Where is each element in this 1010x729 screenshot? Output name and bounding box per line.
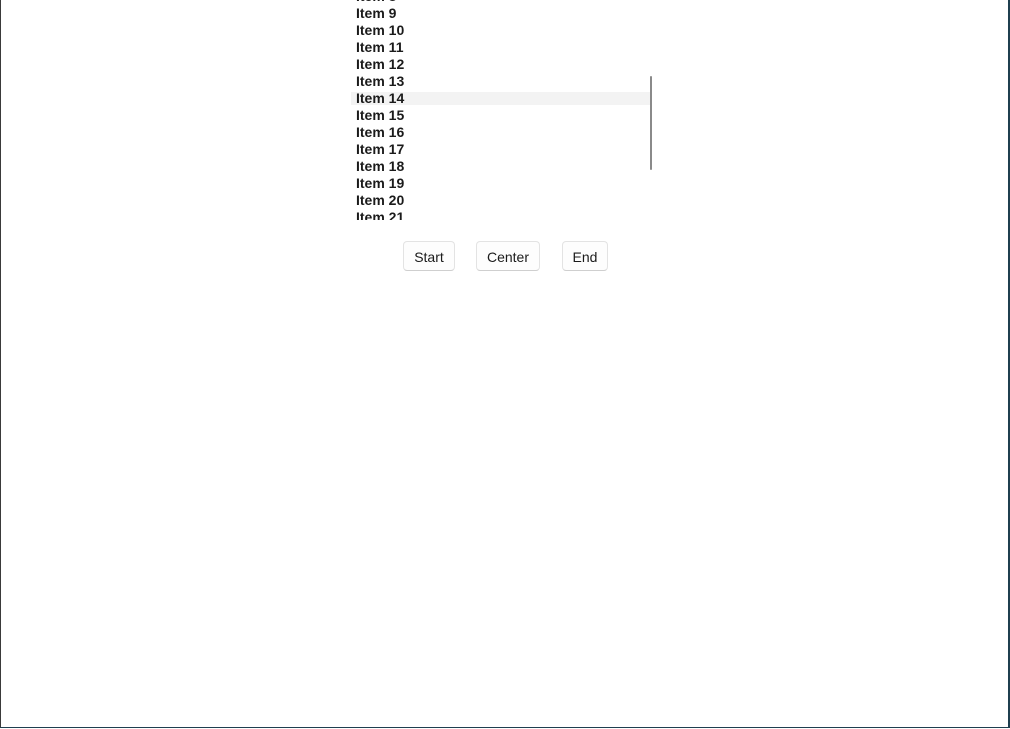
list-item[interactable]: Item 17 xyxy=(356,140,405,157)
list-item[interactable]: Item 11 xyxy=(356,38,404,55)
list-item[interactable]: Item 13 xyxy=(356,72,405,89)
button[interactable]: Center xyxy=(476,241,540,271)
list-item[interactable]: Item 19 xyxy=(356,174,405,191)
list-item[interactable]: Item 15 xyxy=(356,106,405,123)
list-item[interactable]: Item 20 xyxy=(356,191,405,208)
button[interactable]: Start xyxy=(403,241,455,271)
list-item[interactable]: Item 16 xyxy=(356,123,405,140)
scrollbar[interactable] xyxy=(650,76,652,170)
button[interactable]: End xyxy=(562,241,608,271)
list-item[interactable]: Item 10 xyxy=(356,21,405,38)
list-item[interactable]: Item 14 xyxy=(351,91,651,105)
list-item[interactable]: Item 18 xyxy=(356,157,405,174)
list-item[interactable]: Item 21 xyxy=(356,208,405,221)
list-item[interactable]: Item 9 xyxy=(356,4,397,21)
list-item[interactable]: Item 8 xyxy=(351,0,651,5)
list-item[interactable]: Item 12 xyxy=(356,55,405,72)
